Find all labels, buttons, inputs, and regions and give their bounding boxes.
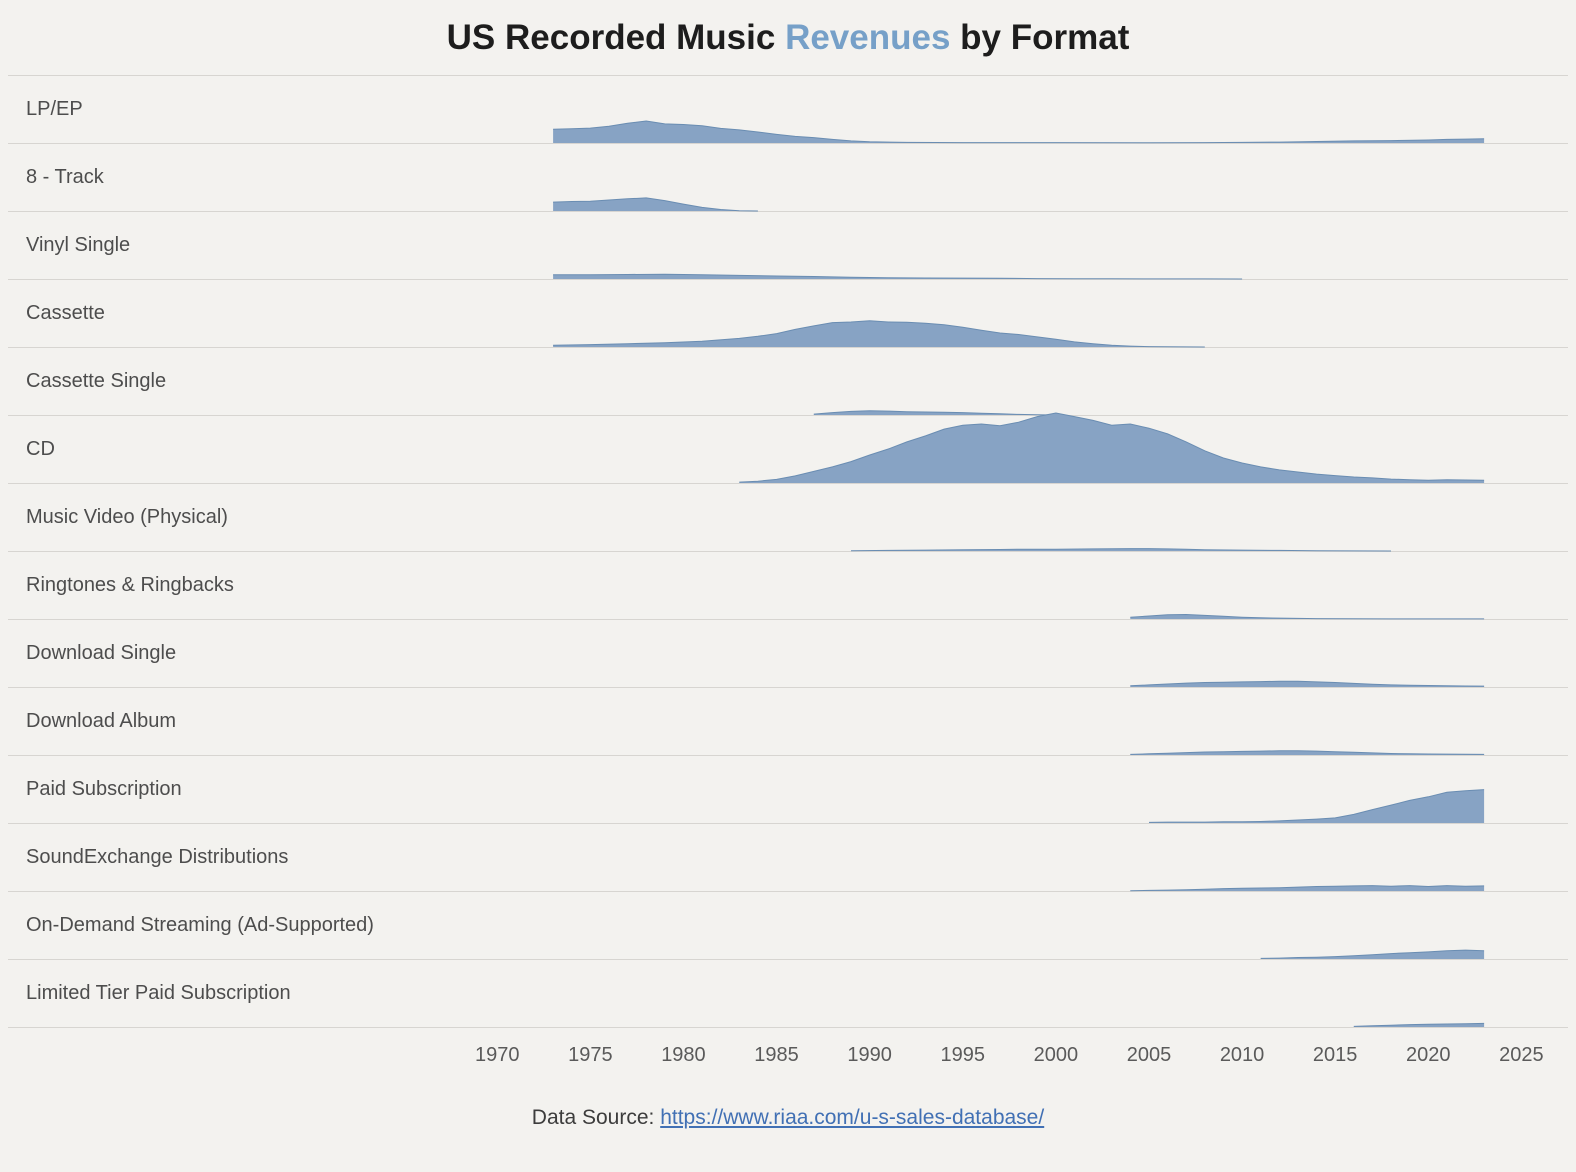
row-label: 8 - Track: [26, 166, 104, 188]
area-chart-cassette-single: [813, 410, 1056, 416]
data-source-link[interactable]: https://www.riaa.com/u-s-sales-database/: [660, 1106, 1045, 1129]
row-label: Music Video (Physical): [26, 506, 228, 528]
x-tick-label-2010: 2010: [1219, 1044, 1265, 1066]
chart-title: US Recorded Music Revenues by Format: [447, 18, 1130, 58]
area-chart-8-track: [553, 197, 758, 212]
data-source-label: Data Source:: [531, 1106, 661, 1129]
area-chart-cassette: [553, 320, 1205, 348]
x-tick-label-1970: 1970: [474, 1044, 520, 1066]
footer: Data Source: https://www.riaa.com/u-s-sa…: [0, 1106, 1576, 1130]
ridgeline-chart: LP/EP 8 - Track Vinyl Single Cassette Casset…: [8, 75, 1568, 1028]
area-chart-vinyl-single: [553, 273, 1243, 280]
area-topline: [813, 410, 1056, 416]
area-topline: [1353, 1022, 1485, 1027]
x-tick-label-1995: 1995: [940, 1044, 986, 1066]
format-row-on-demand-streaming-ad-supported: On-Demand Streaming (Ad-Supported): [8, 892, 1568, 960]
row-label: Vinyl Single: [26, 234, 131, 256]
area-topline: [1260, 949, 1485, 959]
x-tick-label-1975: 1975: [568, 1044, 613, 1066]
x-tick-label-2020: 2020: [1406, 1044, 1451, 1066]
page-title: US Recorded Music Revenues by Format: [0, 0, 1576, 75]
x-tick-label-2015: 2015: [1312, 1044, 1358, 1066]
area-fill: [553, 197, 758, 211]
row-label: Ringtones & Ringbacks: [26, 574, 234, 596]
row-label: Cassette: [26, 302, 105, 324]
format-row-download-album: Download Album: [8, 688, 1568, 756]
x-tick-label-1980: 1980: [661, 1044, 706, 1066]
row-label: Cassette Single: [26, 370, 167, 392]
row-label: Paid Subscription: [26, 778, 182, 800]
x-tick-label-2005: 2005: [1126, 1044, 1172, 1066]
row-label: LP/EP: [26, 98, 83, 120]
format-row-soundexchange-distributions: SoundExchange Distributions: [8, 824, 1568, 892]
format-row-download-single: Download Single: [8, 620, 1568, 688]
x-tick-label-1990: 1990: [847, 1044, 892, 1066]
title-highlight: Revenues: [785, 17, 951, 57]
row-label: On-Demand Streaming (Ad-Supported): [26, 914, 374, 936]
area-topline: [739, 412, 1485, 483]
area-topline: [1130, 885, 1485, 892]
area-fill: [553, 121, 1485, 143]
format-row-lp-ep: LP/EP: [8, 76, 1568, 144]
format-row-cassette-single: Cassette Single: [8, 348, 1568, 416]
area-chart-cd: [739, 412, 1485, 483]
format-row-cassette: Cassette: [8, 280, 1568, 348]
format-row-vinyl-single: Vinyl Single: [8, 212, 1568, 280]
row-label: SoundExchange Distributions: [26, 846, 289, 868]
area-topline: [553, 273, 1243, 280]
area-chart-download-single: [1130, 680, 1485, 687]
x-tick-label-1985: 1985: [754, 1044, 799, 1066]
format-row-music-video-physical: Music Video (Physical): [8, 484, 1568, 552]
area-chart-on-demand-streaming-ad-supported: [1260, 949, 1485, 959]
row-label: Download Single: [26, 642, 177, 664]
area-topline: [553, 120, 1485, 144]
area-topline: [1148, 789, 1485, 823]
area-topline: [850, 548, 1392, 552]
area-chart-soundexchange-distributions: [1130, 885, 1485, 892]
area-fill: [1149, 789, 1485, 823]
area-topline: [553, 320, 1205, 348]
area-fill: [1130, 614, 1485, 619]
area-chart-paid-subscription: [1148, 789, 1485, 823]
row-label: Limited Tier Paid Subscription: [26, 982, 291, 1004]
area-chart-music-video-physical: [850, 548, 1392, 552]
area-topline: [553, 197, 758, 212]
area-chart-limited-tier-paid-subscription: [1353, 1022, 1485, 1027]
area-topline: [1130, 680, 1485, 687]
format-row-8-track: 8 - Track: [8, 144, 1568, 212]
area-topline: [1130, 750, 1485, 755]
title-suffix: by Format: [950, 17, 1130, 57]
x-tick-label-2000: 2000: [1033, 1044, 1079, 1066]
row-label: Download Album: [26, 710, 177, 732]
format-row-ringtones-ringbacks: Ringtones & Ringbacks: [8, 552, 1568, 620]
area-fill: [1130, 885, 1485, 891]
x-axis: 1970 1975 1980 1985 1990 1995 2000 2005 2010 2015…: [8, 1028, 1568, 1078]
area-chart-lp-ep: [553, 120, 1485, 144]
format-row-cd: CD: [8, 412, 1568, 484]
format-row-limited-tier-paid-subscription: Limited Tier Paid Subscription: [8, 960, 1568, 1028]
area-chart-ringtones-ringbacks: [1130, 613, 1485, 620]
area-fill: [739, 413, 1485, 483]
title-prefix: US Recorded Music: [446, 17, 786, 57]
x-tick-label-2025: 2025: [1499, 1044, 1544, 1066]
format-row-paid-subscription: Paid Subscription: [8, 756, 1568, 824]
row-label: CD: [26, 438, 55, 460]
area-chart-download-album: [1130, 750, 1485, 755]
area-topline: [1130, 613, 1485, 620]
